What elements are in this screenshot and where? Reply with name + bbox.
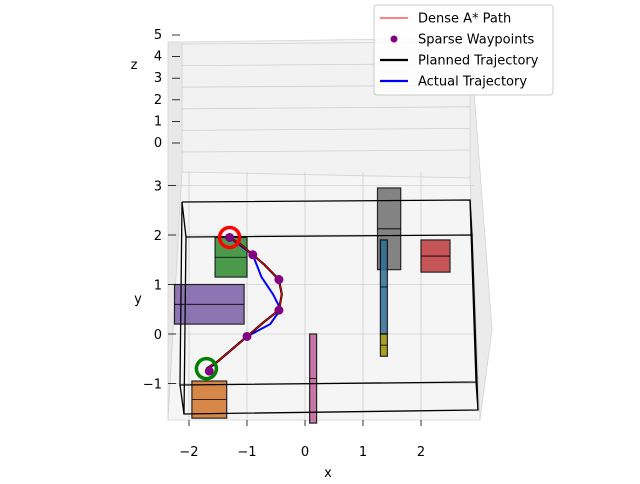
start-marker [194, 356, 219, 381]
grid-line-z [181, 149, 471, 153]
legend-swatch [390, 35, 398, 43]
sparse-waypoint-point [204, 366, 214, 376]
sparse-waypoint-point [274, 305, 284, 315]
z-tick-label: 5 [154, 28, 162, 43]
z-tick-label: 0 [154, 136, 162, 151]
legend: Dense A* Path Sparse Waypoints Planned Tra… [373, 4, 554, 96]
sparse-waypoint-point [225, 232, 235, 242]
markers-layer [194, 225, 284, 381]
x-axis-label: x [324, 466, 332, 480]
bbox-edge [469, 199, 473, 236]
legend-label: Sparse Waypoints [418, 33, 535, 48]
y-tick-label: 3 [154, 180, 162, 195]
legend-label: Dense A* Path [418, 12, 511, 27]
grid-line-z [181, 106, 471, 110]
z-tick-label: 2 [154, 93, 162, 108]
z-tick-label: 4 [154, 50, 162, 65]
bbox-edge [475, 381, 479, 411]
obstacles-layer [173, 187, 451, 424]
grid-line-z [181, 128, 471, 131]
x-tick-label: −1 [237, 445, 256, 460]
y-tick-label: −1 [143, 378, 162, 393]
floor-pane [167, 171, 481, 421]
y-tick-label: 1 [154, 279, 162, 294]
x-tick-label: −2 [179, 445, 198, 460]
bbox-edge [179, 384, 185, 415]
x-tick-label: 0 [301, 445, 309, 460]
y-tick-label: 0 [154, 328, 162, 343]
tick-labels: −2 −1 0 1 2 −1 0 1 2 3 0 1 2 3 4 5 [143, 28, 425, 460]
z-tick-label: 1 [154, 114, 162, 129]
goal-marker [217, 225, 242, 250]
z-tick-label: 3 [154, 71, 162, 86]
sparse-waypoint-point [274, 275, 284, 285]
bbox-edge [181, 201, 187, 238]
x-tick-label: 1 [359, 445, 367, 460]
y-tick-label: 2 [154, 229, 162, 244]
y-axis-label: y [134, 292, 142, 307]
x-tick-label: 2 [417, 445, 425, 460]
sparse-waypoint-point [242, 331, 252, 341]
legend-box [373, 4, 554, 96]
legend-label: Planned Trajectory [418, 54, 539, 69]
sparse-waypoint-point [248, 250, 258, 260]
z-axis-label: z [131, 58, 138, 73]
legend-label: Actual Trajectory [418, 75, 527, 90]
bounding-box [179, 199, 479, 415]
